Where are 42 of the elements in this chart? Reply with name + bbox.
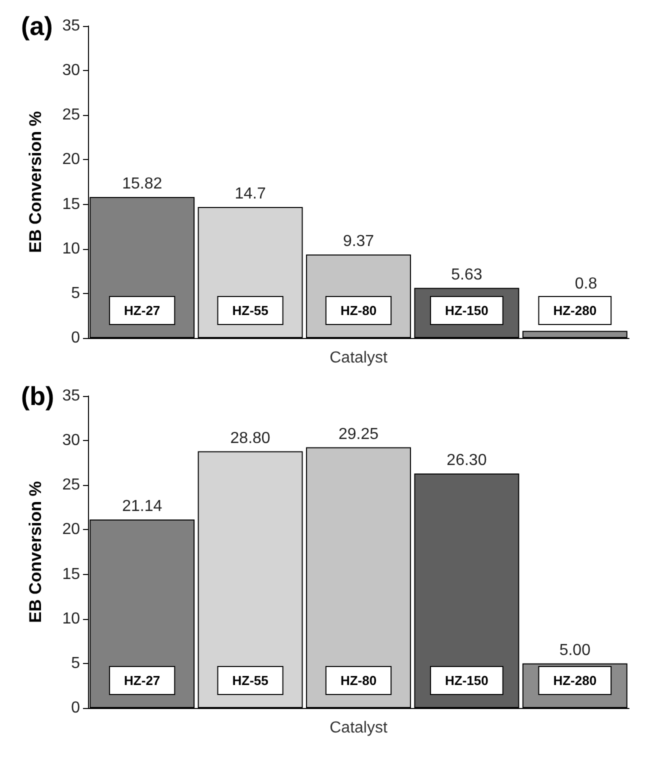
y-tick-label: 20: [62, 151, 80, 168]
chart-title: (b): [21, 381, 54, 411]
data-label: 29.25: [338, 426, 379, 443]
y-tick-label: 15: [62, 196, 80, 213]
x-axis-title: Catalyst: [330, 720, 388, 736]
data-label: 21.14: [122, 498, 162, 516]
data-label: 28.80: [230, 430, 270, 447]
data-label: 5.00: [559, 642, 591, 659]
y-tick-label: 0: [71, 700, 80, 716]
x-tick-label: HZ-80: [340, 303, 377, 318]
y-tick-label: 0: [71, 330, 80, 346]
y-tick-label: 5: [71, 654, 80, 672]
y-tick-label: 25: [62, 476, 80, 494]
x-tick-label: HZ-280: [553, 673, 597, 688]
y-tick-label: 20: [62, 521, 80, 538]
x-tick-label: HZ-150: [445, 673, 488, 688]
y-tick-label: 10: [62, 610, 80, 628]
data-label: 26.30: [446, 452, 487, 470]
y-tick-label: 10: [62, 240, 80, 258]
data-label: 9.37: [342, 232, 374, 250]
y-tick-label: 35: [62, 18, 80, 34]
x-tick-label: HZ-80: [340, 673, 377, 688]
x-axis-title: Catalyst: [330, 350, 388, 366]
x-tick-label: HZ-55: [232, 303, 268, 318]
data-label: 15.82: [122, 175, 162, 192]
data-label: 0.8: [574, 276, 598, 292]
y-tick-label: 25: [62, 106, 80, 124]
x-tick-label: HZ-150: [445, 303, 488, 318]
x-tick-label: HZ-280: [553, 303, 597, 318]
x-tick-label: HZ-27: [124, 303, 160, 318]
y-axis-title: EB Conversion %: [26, 481, 45, 623]
y-tick-label: 15: [62, 566, 80, 583]
x-tick-label: HZ-55: [232, 673, 268, 688]
y-tick-label: 5: [71, 284, 80, 302]
chart-title: (a): [21, 11, 53, 41]
x-tick-label: HZ-27: [124, 673, 160, 688]
data-label: 5.63: [451, 266, 482, 284]
y-tick-label: 30: [62, 432, 80, 450]
data-label: 14.7: [234, 185, 266, 202]
y-axis-title: EB Conversion %: [26, 111, 45, 253]
y-tick-label: 35: [62, 388, 80, 404]
y-tick-label: 30: [62, 62, 80, 80]
